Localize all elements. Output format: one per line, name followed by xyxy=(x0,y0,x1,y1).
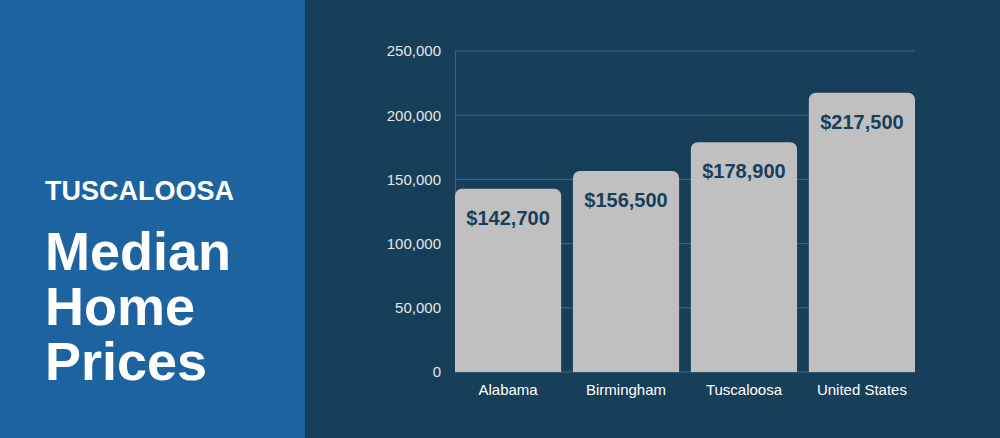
x-tick: Tuscaloosa xyxy=(706,372,783,398)
y-tick: 0 xyxy=(433,363,455,380)
title-panel xyxy=(0,0,305,438)
bar xyxy=(691,142,797,372)
y-tick: 250,000 xyxy=(387,42,455,59)
x-tick: Birmingham xyxy=(586,372,666,398)
bar xyxy=(573,171,679,372)
grid-line xyxy=(455,51,915,52)
subtitle-line: Prices xyxy=(45,331,207,391)
y-tick-label: 250,000 xyxy=(387,42,441,59)
x-axis-line xyxy=(456,372,916,373)
x-tick-label: Alabama xyxy=(478,381,538,398)
data-label: $156,500 xyxy=(584,189,667,211)
x-axis: Alabama Birmingham Tuscaloosa United States xyxy=(456,372,916,398)
y-tick-label: 100,000 xyxy=(387,235,441,252)
y-tick-label: 200,000 xyxy=(387,107,441,124)
x-tick-label: United States xyxy=(817,381,907,398)
y-tick-label: 50,000 xyxy=(395,299,441,316)
title: TUSCALOOSA xyxy=(45,176,234,206)
x-tick: United States xyxy=(817,372,907,398)
bar xyxy=(455,189,561,372)
y-tick: 100,000 xyxy=(387,235,455,252)
data-label: $142,700 xyxy=(466,207,549,229)
data-labels: $142,700 $156,500 $178,900 $217,500 xyxy=(466,111,903,229)
data-label: $178,900 xyxy=(702,160,785,182)
bar xyxy=(809,93,915,372)
x-tick: Alabama xyxy=(478,372,538,398)
subtitle: MedianHomePrices xyxy=(45,221,231,391)
y-tick: 50,000 xyxy=(395,299,455,316)
y-tick-label: 0 xyxy=(433,363,441,380)
data-label: $217,500 xyxy=(820,111,903,133)
x-tick-label: Birmingham xyxy=(586,381,666,398)
x-tick-label: Tuscaloosa xyxy=(706,381,783,398)
subtitle-line: Median xyxy=(45,221,231,281)
chart: TUSCALOOSA MedianHomePrices 0 50,000 100,000… xyxy=(0,0,1000,438)
y-tick: 150,000 xyxy=(387,171,455,188)
y-tick-label: 150,000 xyxy=(387,171,441,188)
grid xyxy=(455,51,915,372)
y-axis: 0 50,000 100,000 150,000 200,000 250,000 xyxy=(387,42,456,380)
y-tick: 200,000 xyxy=(387,107,455,124)
bars xyxy=(455,93,915,372)
background xyxy=(0,0,1000,438)
subtitle-line: Home xyxy=(45,276,195,336)
